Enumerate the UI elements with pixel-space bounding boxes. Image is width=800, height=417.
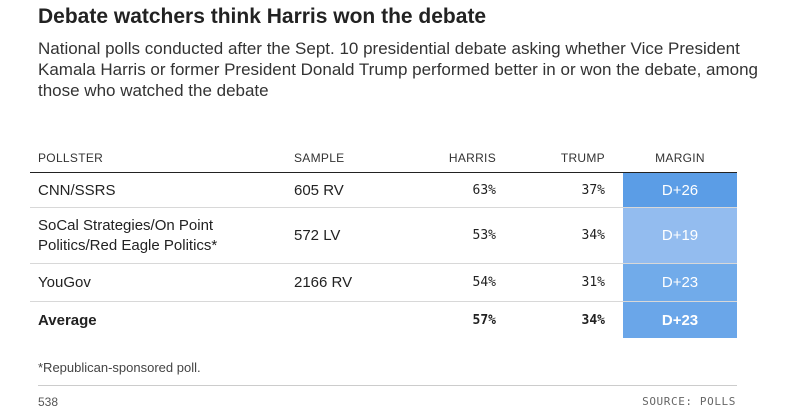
- footnote: *Republican-sponsored poll.: [38, 360, 201, 375]
- column-header-harris: HARRIS: [409, 144, 514, 173]
- header-row: POLLSTER SAMPLE HARRIS TRUMP MARGIN: [30, 144, 737, 173]
- chart-subtitle: National polls conducted after the Sept.…: [38, 39, 759, 100]
- average-margin-cell: D+23: [623, 301, 737, 338]
- trump-cell: 31%: [514, 263, 623, 302]
- average-sample-cell: [293, 302, 409, 339]
- trump-cell: 37%: [514, 172, 623, 208]
- margin-cell: D+19: [623, 207, 737, 264]
- trump-cell: 34%: [514, 207, 623, 264]
- harris-cell: 53%: [409, 207, 514, 264]
- column-header-pollster: POLLSTER: [30, 144, 293, 173]
- average-label: Average: [38, 311, 97, 329]
- polls-table: POLLSTER SAMPLE HARRIS TRUMP MARGIN CNN/…: [30, 144, 737, 338]
- sample-cell: 2166 RV: [293, 263, 409, 302]
- table-row: CNN/SSRS 605 RV 63% 37% D+26: [30, 172, 737, 208]
- column-header-margin: MARGIN: [623, 144, 737, 173]
- harris-cell: 63%: [409, 172, 514, 208]
- chart-title: Debate watchers think Harris won the deb…: [38, 5, 487, 28]
- average-harris-cell: 57%: [472, 312, 496, 328]
- margin-cell: D+26: [623, 172, 737, 208]
- footer-divider: [38, 385, 737, 386]
- table-row: SoCal Strategies/On Point Politics/Red E…: [30, 207, 737, 264]
- average-row: Average 57% 34% D+23: [30, 301, 737, 339]
- table-row: YouGov 2166 RV 54% 31% D+23: [30, 263, 737, 302]
- source-credit: SOURCE: POLLS: [642, 395, 736, 408]
- sample-cell: 572 LV: [293, 207, 409, 264]
- pollster-cell: YouGov: [30, 263, 293, 302]
- pollster-cell: CNN/SSRS: [30, 172, 293, 208]
- sample-cell: 605 RV: [293, 172, 409, 208]
- average-trump-cell: 34%: [581, 312, 605, 328]
- column-header-sample: SAMPLE: [293, 144, 409, 173]
- brand-logo-text: 538: [38, 395, 59, 409]
- margin-cell: D+23: [623, 263, 737, 302]
- harris-cell: 54%: [409, 263, 514, 302]
- column-header-trump: TRUMP: [514, 144, 623, 173]
- pollster-cell: SoCal Strategies/On Point Politics/Red E…: [30, 207, 293, 264]
